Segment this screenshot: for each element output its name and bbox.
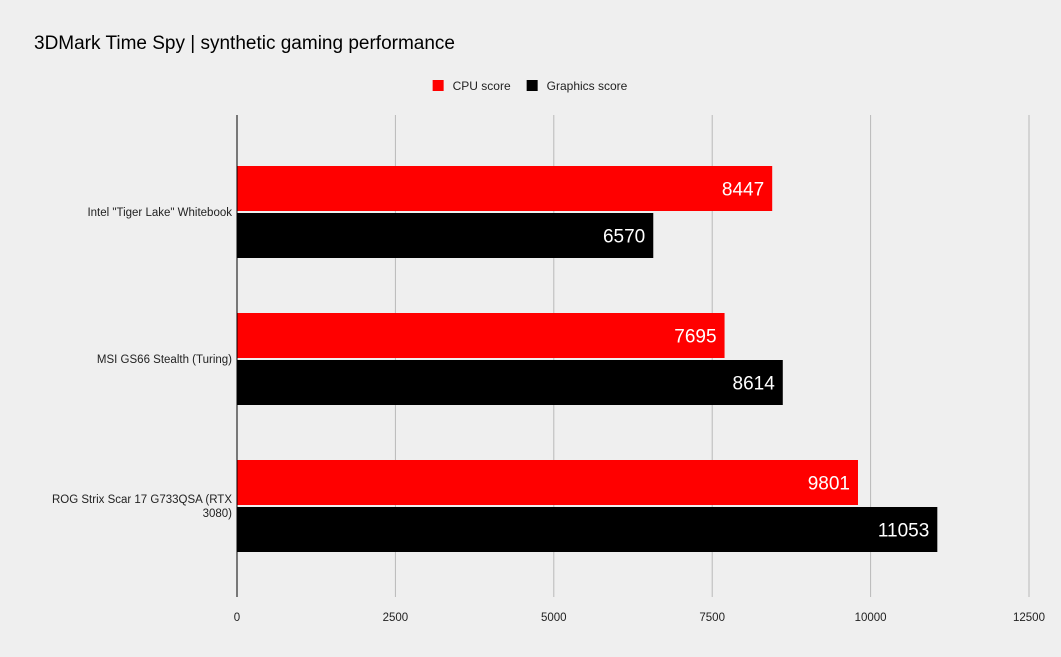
data-label: 9801 — [808, 474, 850, 495]
legend-swatch — [432, 80, 444, 91]
bars: 8447 6570 7695 8614 9801 11053 — [237, 166, 938, 552]
x-tick-label: 12500 — [1013, 612, 1045, 624]
axis: 0 2500 5000 7500 10000 12500 Intel "Tiger Lake… — [52, 115, 1045, 624]
bar — [237, 313, 725, 358]
bar — [237, 360, 783, 405]
chart-title: 3DMark Time Spy | synthetic gaming perfo… — [34, 33, 455, 54]
category-label: Intel "Tiger Lake" Whitebook — [87, 207, 232, 219]
x-tick-label: 10000 — [855, 612, 887, 624]
x-tick-label: 2500 — [383, 612, 409, 624]
data-label: 8447 — [722, 180, 764, 201]
category-label: 3080) — [203, 508, 233, 520]
data-label: 6570 — [603, 227, 645, 248]
legend-label: Graphics score — [547, 79, 628, 93]
category-label: ROG Strix Scar 17 G733QSA (RTX — [52, 494, 232, 506]
bar — [237, 460, 858, 505]
legend: CPU score Graphics score — [432, 79, 628, 93]
data-label: 11053 — [878, 521, 929, 542]
bar — [237, 166, 773, 211]
data-label: 7695 — [674, 327, 716, 348]
legend-swatch — [526, 80, 538, 91]
x-tick-label: 7500 — [699, 612, 725, 624]
legend-label: CPU score — [453, 79, 511, 93]
x-tick-label: 0 — [234, 612, 240, 624]
bar — [237, 507, 938, 552]
data-label: 8614 — [733, 374, 776, 395]
bar — [237, 213, 654, 258]
category-label: MSI GS66 Stealth (Turing) — [97, 354, 232, 366]
x-tick-label: 5000 — [541, 612, 567, 624]
